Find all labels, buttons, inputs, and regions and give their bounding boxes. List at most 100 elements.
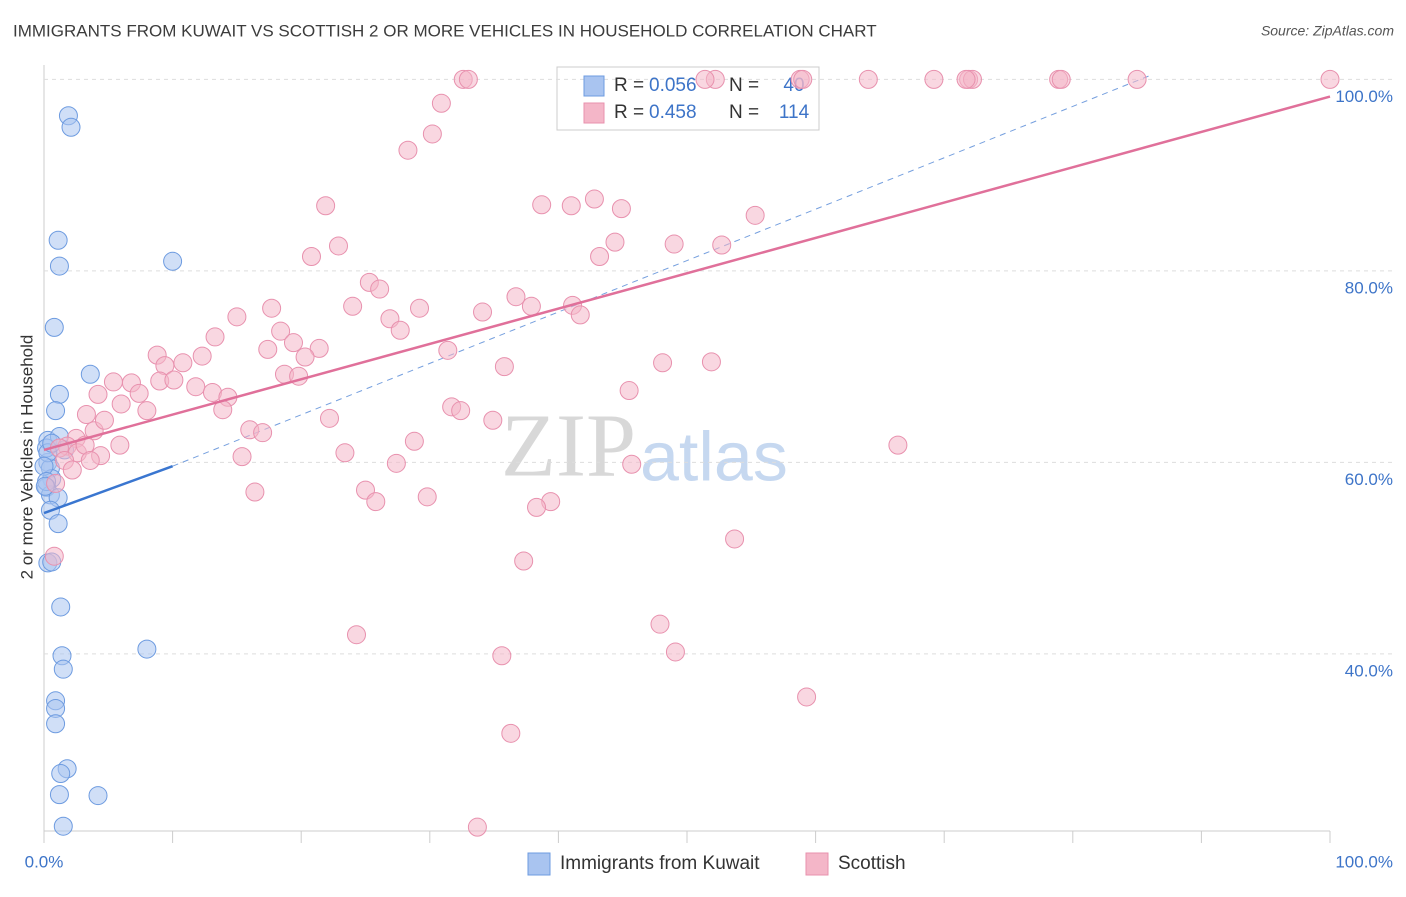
y-axis-label: 2 or more Vehicles in Household: [17, 335, 36, 580]
point: [483, 410, 503, 430]
point: [44, 546, 64, 566]
chart-title: IMMIGRANTS FROM KUWAIT VS SCOTTISH 2 OR …: [13, 21, 877, 40]
point: [319, 408, 339, 428]
legend-swatch: [805, 852, 829, 876]
point: [422, 124, 442, 144]
point: [80, 364, 100, 384]
point: [467, 817, 487, 837]
point: [664, 234, 684, 254]
point: [501, 723, 521, 743]
point: [51, 764, 71, 784]
point: [417, 487, 437, 507]
legend-swatch: [583, 102, 605, 124]
point: [245, 482, 265, 502]
x-tick-label: 0.0%: [25, 852, 64, 871]
point: [137, 401, 157, 421]
point: [62, 460, 82, 480]
point: [370, 279, 390, 299]
point: [111, 394, 131, 414]
point: [76, 404, 96, 424]
point: [343, 296, 363, 316]
legend-r-value: 0.458: [649, 102, 697, 123]
point: [506, 287, 526, 307]
point: [232, 447, 252, 467]
point: [725, 529, 745, 549]
point: [88, 384, 108, 404]
point: [88, 786, 108, 806]
point: [48, 514, 68, 534]
point: [46, 473, 66, 493]
legend-n-value: 114: [779, 102, 810, 123]
point: [366, 492, 386, 512]
y-tick-label: 60.0%: [1345, 470, 1393, 489]
point: [590, 247, 610, 266]
source: Source: ZipAtlas.com: [1261, 23, 1394, 39]
point: [271, 321, 291, 341]
point: [622, 454, 642, 474]
point: [164, 370, 184, 390]
point: [44, 317, 64, 337]
point: [173, 353, 193, 373]
y-tick-label: 80.0%: [1345, 278, 1393, 297]
point: [346, 625, 366, 645]
point: [1320, 69, 1340, 89]
legend-label: Immigrants from Kuwait: [560, 853, 760, 874]
point: [653, 353, 673, 373]
legend-label: Scottish: [838, 853, 906, 874]
point: [301, 247, 321, 266]
point: [521, 296, 541, 316]
trend-line: [43, 95, 1331, 452]
point: [431, 93, 451, 113]
point: [205, 327, 225, 347]
point: [701, 352, 721, 372]
point: [695, 69, 715, 89]
point: [611, 199, 631, 219]
point: [48, 230, 68, 250]
legend-r-value: 0.056: [649, 75, 697, 96]
point: [253, 423, 273, 443]
point: [410, 298, 430, 318]
point: [390, 320, 410, 340]
point: [458, 69, 478, 89]
point: [186, 377, 206, 397]
legend-r-label: R =: [614, 75, 644, 96]
point: [1127, 69, 1147, 89]
point: [316, 196, 336, 216]
point: [570, 305, 590, 325]
point: [1051, 69, 1071, 89]
point: [527, 497, 547, 517]
point: [561, 196, 581, 216]
point: [797, 687, 817, 707]
point: [110, 435, 130, 455]
watermark: atlas: [640, 417, 788, 495]
point: [451, 401, 471, 421]
point: [438, 340, 458, 360]
legend-swatch: [583, 75, 605, 97]
point: [745, 205, 765, 225]
point: [137, 639, 157, 659]
point: [888, 435, 908, 455]
point: [473, 302, 493, 322]
point: [103, 372, 123, 392]
point: [163, 251, 183, 271]
point: [328, 236, 348, 256]
point: [584, 189, 604, 209]
point: [49, 384, 69, 404]
point: [46, 714, 66, 734]
watermark: ZIP: [501, 397, 636, 496]
point: [53, 659, 73, 679]
point: [793, 69, 813, 89]
point: [404, 431, 424, 451]
legend-r-label: R =: [614, 102, 644, 123]
legend-swatch: [527, 852, 551, 876]
point: [924, 69, 944, 89]
y-tick-label: 40.0%: [1345, 661, 1393, 680]
point: [335, 443, 355, 463]
point: [262, 298, 282, 318]
legend-n-label: N =: [729, 75, 759, 96]
point: [61, 117, 81, 137]
point: [398, 140, 418, 160]
point: [650, 614, 670, 634]
point: [49, 256, 69, 276]
